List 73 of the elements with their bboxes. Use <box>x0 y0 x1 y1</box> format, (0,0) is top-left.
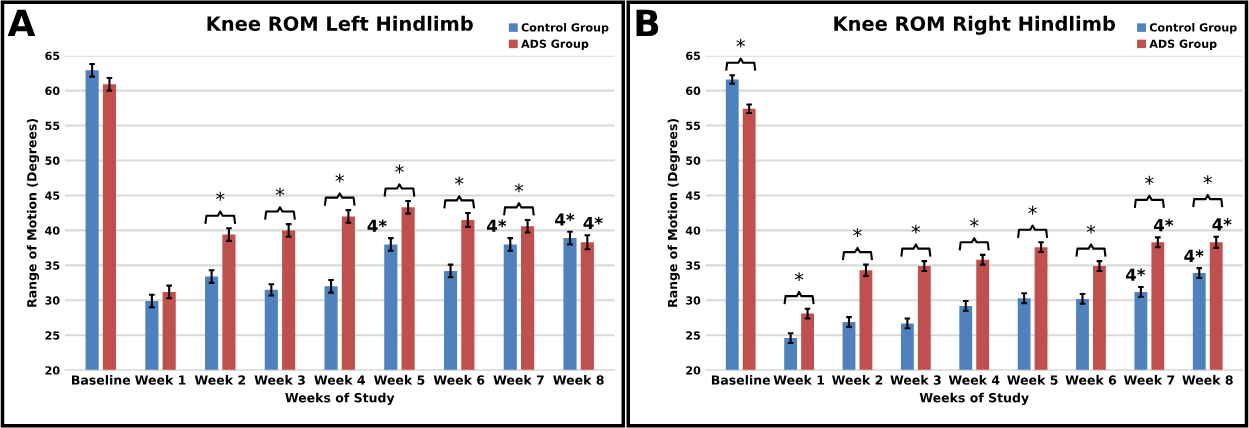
x-tick-label: Week 8 <box>553 375 604 385</box>
annotation: 4* <box>1153 218 1174 232</box>
x-tick-label: Week 8 <box>1182 375 1233 385</box>
x-tick-label: Week 4 <box>314 375 365 385</box>
y-tick-label: 30 <box>686 296 701 305</box>
text: B <box>636 9 659 36</box>
y-tick-label: 60 <box>686 86 701 95</box>
annotation: * <box>514 183 524 193</box>
annotation: 4* <box>1184 249 1204 262</box>
chart-title: Knee ROM Left Hindlimb <box>207 15 473 31</box>
annotation: 4* <box>486 219 507 232</box>
text: A <box>7 9 36 36</box>
y-tick-label: 45 <box>685 191 701 200</box>
legend-label: ADS Group <box>521 39 589 51</box>
y-tick-label: 60 <box>45 86 60 95</box>
y-tick-label: 45 <box>45 191 60 200</box>
y-tick-label: 20 <box>686 366 701 375</box>
x-tick-label: Week 6 <box>1065 375 1117 385</box>
x-tick-label: Week 7 <box>1123 375 1175 385</box>
y-tick-label: 25 <box>45 331 60 340</box>
y-tick-label: 35 <box>686 261 701 270</box>
annotation: * <box>911 224 921 234</box>
x-tick-label: Week 2 <box>194 375 245 385</box>
y-tick-label: 30 <box>45 296 60 305</box>
y-axis-title: Range of Motion (Degrees) <box>667 118 680 307</box>
x-tick-label: Baseline <box>72 375 131 385</box>
annotation: * <box>215 191 225 201</box>
x-tick-label: Week 7 <box>493 375 544 385</box>
x-tick-label: Week 4 <box>948 375 1000 385</box>
y-tick-label: 40 <box>45 226 60 235</box>
y-tick-label: 35 <box>45 261 60 270</box>
annotation: * <box>1086 224 1096 234</box>
x-tick-label: Baseline <box>711 375 771 385</box>
y-tick-label: 50 <box>686 156 701 165</box>
annotation: * <box>335 173 345 183</box>
annotation: * <box>969 218 979 228</box>
annotation: 4* <box>367 219 387 232</box>
x-tick-label: Week 1 <box>135 375 186 385</box>
legend-label: ADS Group <box>1149 39 1217 51</box>
x-tick-label: Week 1 <box>773 375 825 385</box>
annotation: * <box>1028 205 1037 215</box>
annotation: * <box>794 272 804 282</box>
y-tick-label: 55 <box>686 121 701 130</box>
annotation: * <box>275 187 285 197</box>
annotation: * <box>1145 175 1154 185</box>
y-tick-label: 20 <box>45 366 60 375</box>
x-tick-label: Week 3 <box>254 375 305 385</box>
y-tick-label: 50 <box>45 156 60 165</box>
x-axis-title: Weeks of Study <box>919 392 1029 405</box>
text: * <box>736 38 745 48</box>
x-axis-title: Weeks of Study <box>285 392 395 405</box>
y-tick-label: 40 <box>685 226 701 235</box>
y-axis-title: Range of Motion (Degrees) <box>26 118 40 307</box>
legend-label: Control Group <box>1149 23 1237 34</box>
y-tick-label: 55 <box>45 121 60 130</box>
x-tick-label: Week 6 <box>433 375 485 385</box>
annotation: 4* <box>583 216 603 230</box>
x-tick-label: Week 5 <box>1007 375 1058 385</box>
chart-title: Knee ROM Right Hindlimb <box>834 15 1116 35</box>
annotation: * <box>1203 175 1213 185</box>
annotation: * <box>395 164 404 174</box>
annotation: 4* <box>555 213 575 226</box>
annotation: 4* <box>1125 268 1146 281</box>
y-tick-label: 65 <box>686 51 701 61</box>
x-tick-label: Week 5 <box>374 375 425 385</box>
annotation: * <box>853 228 862 237</box>
x-tick-label: Week 3 <box>890 375 941 385</box>
annotation: * <box>454 176 464 186</box>
y-tick-label: 25 <box>686 331 701 340</box>
legend-label: Control Group <box>521 23 609 34</box>
y-tick-label: 65 <box>45 51 60 61</box>
annotation: 4* <box>1212 218 1232 231</box>
x-tick-label: Week 2 <box>832 375 883 385</box>
